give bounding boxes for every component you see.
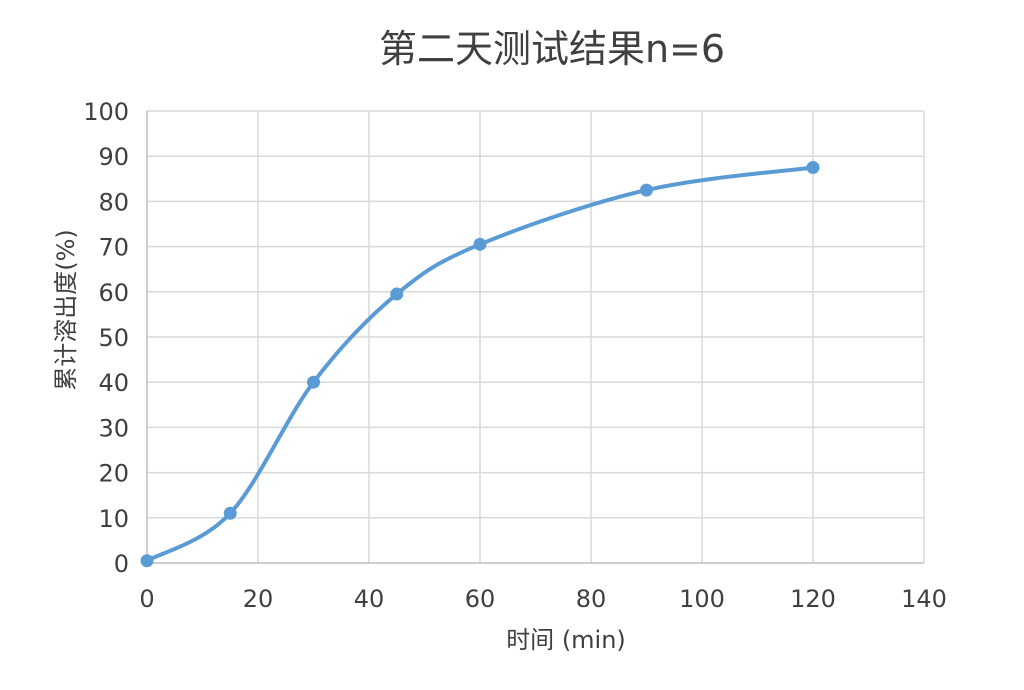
axes bbox=[146, 111, 924, 564]
x-tick-label: 40 bbox=[354, 585, 385, 613]
y-tick-label: 60 bbox=[98, 279, 129, 307]
y-tick-label: 90 bbox=[98, 143, 129, 171]
x-tick-label: 0 bbox=[139, 585, 154, 613]
x-tick-label: 140 bbox=[901, 585, 947, 613]
data-point bbox=[806, 161, 820, 174]
x-tick-label: 120 bbox=[790, 585, 836, 613]
y-tick-label: 50 bbox=[98, 324, 129, 352]
x-tick-labels: 0 20 40 60 80 100 120 140 bbox=[139, 585, 947, 613]
x-tick-label: 60 bbox=[465, 585, 496, 613]
data-point bbox=[473, 237, 487, 251]
chart-title: 第二天测试结果n=6 bbox=[379, 27, 725, 71]
x-tick-label: 80 bbox=[576, 585, 607, 613]
y-axis-label: 累计溶出度(%) bbox=[52, 229, 80, 391]
y-tick-label: 0 bbox=[114, 550, 129, 578]
data-point bbox=[223, 506, 237, 520]
grid bbox=[147, 110, 925, 563]
y-tick-label: 80 bbox=[98, 188, 129, 216]
y-tick-label: 70 bbox=[98, 234, 129, 262]
y-tick-label: 20 bbox=[98, 460, 129, 488]
y-tick-label: 10 bbox=[98, 505, 129, 533]
x-tick-label: 20 bbox=[243, 585, 274, 613]
data-point bbox=[140, 554, 154, 568]
y-tick-labels: 0 10 20 30 40 50 60 70 80 90 100 bbox=[83, 98, 129, 578]
data-point bbox=[640, 183, 653, 197]
y-tick-label: 30 bbox=[98, 414, 129, 442]
series bbox=[140, 161, 820, 568]
data-point bbox=[307, 375, 320, 389]
x-axis-label: 时间 (min) bbox=[506, 626, 626, 654]
y-tick-label: 40 bbox=[98, 369, 129, 397]
x-tick-label: 100 bbox=[679, 585, 725, 613]
data-point bbox=[390, 287, 404, 301]
y-tick-label: 100 bbox=[83, 98, 129, 126]
